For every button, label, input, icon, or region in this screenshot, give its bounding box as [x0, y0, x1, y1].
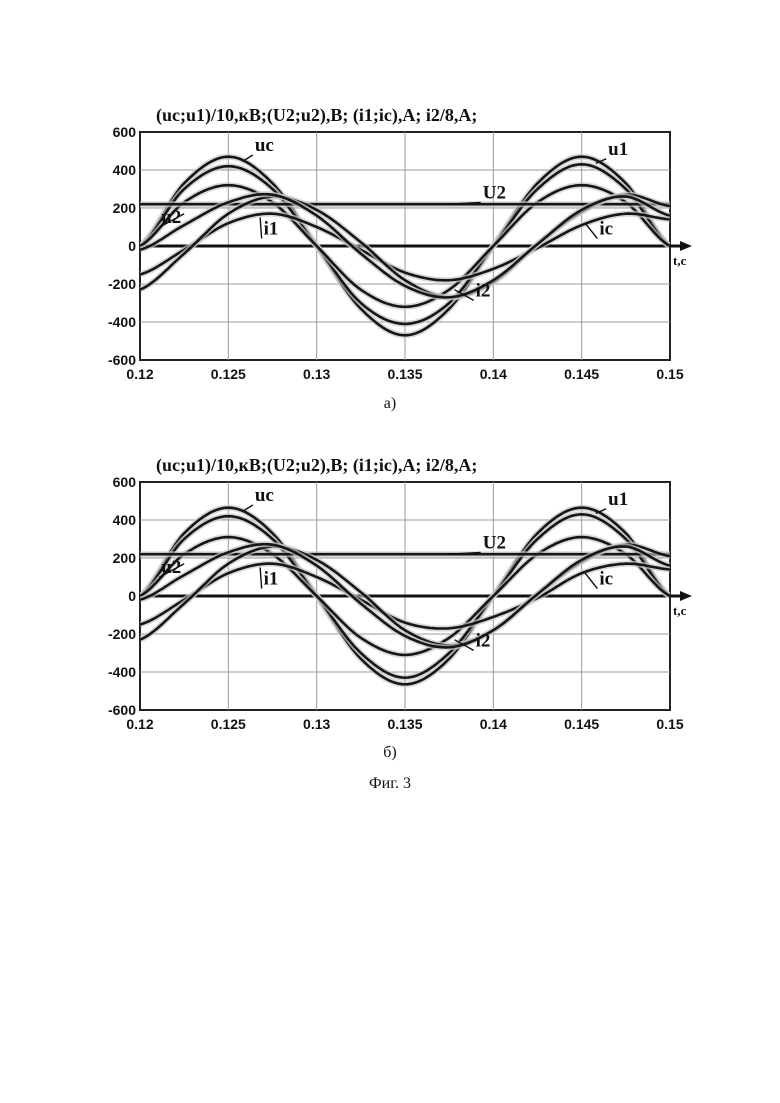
x-tick-label: 0.13 — [303, 366, 330, 382]
x-tick-label: 0.15 — [656, 716, 683, 732]
chart-svg: (uc;u1)/10,кВ;(U2;u2),В; (i1;ic),А; i2/8… — [100, 445, 700, 775]
series-label-i1: i1 — [264, 569, 279, 590]
x-tick-label: 0.12 — [126, 716, 153, 732]
x-tick-label: 0.145 — [564, 716, 599, 732]
series-label-uc: uc — [255, 485, 274, 506]
y-tick-label: 400 — [113, 162, 137, 178]
y-tick-label: 600 — [113, 124, 137, 140]
y-tick-label: -400 — [108, 314, 136, 330]
y-tick-label: -600 — [108, 352, 136, 368]
x-tick-label: 0.14 — [480, 366, 507, 382]
series-label-ic: ic — [599, 569, 613, 590]
y-tick-label: -400 — [108, 664, 136, 680]
series-label-U2: U2 — [483, 533, 506, 554]
x-tick-label: 0.135 — [387, 716, 422, 732]
x-tick-label: 0.15 — [656, 366, 683, 382]
series-label-u1: u1 — [608, 139, 628, 160]
series-label-i2: i2 — [476, 280, 491, 301]
y-tick-label: 0 — [128, 588, 136, 604]
panel-label-a: а) — [0, 395, 780, 413]
chart-b: (uc;u1)/10,кВ;(U2;u2),В; (i1;ic),А; i2/8… — [100, 445, 700, 775]
y-tick-label: 400 — [113, 512, 137, 528]
figure-caption: Фиг. 3 — [0, 775, 780, 793]
series-leader-i1 — [260, 218, 262, 239]
x-tick-label: 0.125 — [211, 366, 246, 382]
x-tick-label: 0.125 — [211, 716, 246, 732]
axis-arrow — [680, 241, 692, 251]
x-tick-label: 0.14 — [480, 716, 507, 732]
chart-title: (uc;u1)/10,кВ;(U2;u2),В; (i1;ic),А; i2/8… — [156, 455, 477, 476]
x-axis-label: t,c — [673, 603, 687, 618]
x-tick-label: 0.13 — [303, 716, 330, 732]
series-label-u2: u2 — [161, 207, 181, 228]
series-label-i2: i2 — [476, 630, 491, 651]
x-tick-label: 0.135 — [387, 366, 422, 382]
x-tick-label: 0.12 — [126, 366, 153, 382]
y-tick-label: -200 — [108, 626, 136, 642]
chart-a: (uc;u1)/10,кВ;(U2;u2),В; (i1;ic),А; i2/8… — [100, 95, 700, 425]
series-leader-i1 — [260, 568, 262, 589]
chart-title: (uc;u1)/10,кВ;(U2;u2),В; (i1;ic),А; i2/8… — [156, 105, 477, 126]
series-label-i1: i1 — [264, 219, 279, 240]
series-label-u1: u1 — [608, 489, 628, 510]
chart-svg: (uc;u1)/10,кВ;(U2;u2),В; (i1;ic),А; i2/8… — [100, 95, 700, 425]
y-tick-label: -200 — [108, 276, 136, 292]
series-label-uc: uc — [255, 135, 274, 156]
axis-arrow — [680, 591, 692, 601]
series-leader-ic — [585, 223, 597, 238]
panel-label-b: б) — [0, 744, 780, 762]
series-label-ic: ic — [599, 219, 613, 240]
x-tick-label: 0.145 — [564, 366, 599, 382]
y-tick-label: 200 — [113, 550, 137, 566]
x-axis-label: t,c — [673, 253, 687, 268]
y-tick-label: 0 — [128, 238, 136, 254]
series-label-U2: U2 — [483, 183, 506, 204]
series-label-u2: u2 — [161, 557, 181, 578]
y-tick-label: -600 — [108, 702, 136, 718]
y-tick-label: 200 — [113, 200, 137, 216]
y-tick-label: 600 — [113, 474, 137, 490]
series-leader-ic — [585, 573, 597, 588]
